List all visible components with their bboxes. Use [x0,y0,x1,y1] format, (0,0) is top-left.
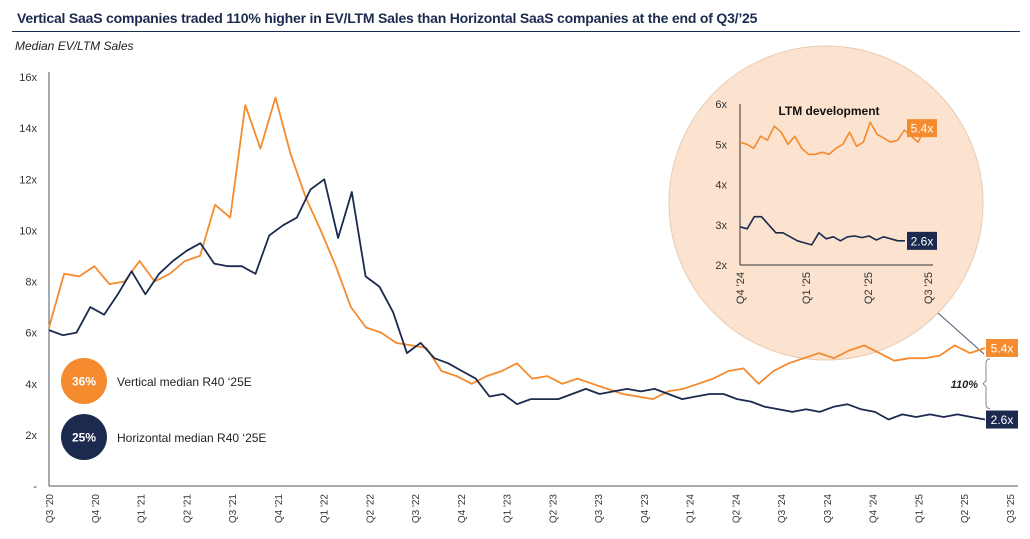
inset-y-tick-label: 5x [715,139,727,151]
x-tick-label: Q3 '22 [411,494,422,524]
y-tick-label: 6x [25,328,37,340]
legend-badge-value: 36% [72,375,96,389]
end-label-vertical: 5.4x [991,341,1014,355]
legend-badge-vertical [61,358,107,404]
y-tick-label: - [33,481,37,493]
y-tick-label: 14x [19,123,37,135]
x-tick-label: Q2 '24 [731,494,742,524]
inset-end-label-vertical-box [907,119,937,138]
chart-subtitle: Median EV/LTM Sales [15,39,134,53]
y-tick-label: 2x [25,430,37,442]
legend-badge-horizontal [61,414,107,460]
end-label-vertical-box [986,338,1018,357]
page-title: Vertical SaaS companies traded 110% high… [17,10,758,26]
x-tick-label: Q3 '21 [228,494,239,524]
inset-series-line-vertical [739,121,926,156]
x-tick-label: Q4 '21 [274,494,285,524]
y-tick-label: 16x [19,72,37,84]
inset-y-tick-label: 3x [715,220,727,232]
legend-label: Horizontal median R40 ‘25E [117,431,266,445]
x-tick-label: Q4 '20 [91,494,102,524]
y-tick-label: 8x [25,277,37,289]
inset-end-label-vertical: 5.4x [911,122,934,136]
inset-magnifier [668,45,984,361]
inset-title: LTM development [778,104,879,118]
inset-y-tick-label: 2x [715,260,727,272]
end-label-horizontal-box [986,410,1018,429]
gap-bracket [982,358,991,410]
x-tick-label: Q2 '25 [960,494,971,524]
end-label-horizontal: 2.6x [991,413,1014,427]
y-tick-label: 4x [25,379,37,391]
inset-y-tick-label: 4x [715,180,727,192]
x-tick-label: Q3 '23 [594,494,605,524]
title-divider [12,31,1020,32]
inset-x-tick-label: Q1 '25 [801,272,813,304]
x-tick-label: Q3 '24 [823,494,834,524]
inset-end-label-horizontal-box [907,231,937,250]
x-tick-label: Q4 '22 [457,494,468,524]
series-line-vertical [48,96,986,401]
inset-connector-line [937,312,985,355]
gap-label: 110% [951,379,979,391]
inset-x-tick-label: Q3 '25 [923,272,935,304]
inset-x-tick-label: Q4 '24 [735,272,747,304]
inset-end-label-horizontal: 2.6x [911,234,934,248]
legend-badge-value: 25% [72,431,96,445]
y-tick-label: 12x [19,174,37,186]
x-tick-label: Q2 '23 [548,494,559,524]
inset-series-line-horizontal [739,215,905,246]
y-tick-label: 10x [19,225,37,237]
x-tick-label: Q1 '22 [320,494,331,524]
x-tick-label: Q4 '23 [640,494,651,524]
x-tick-label: Q3 '20 [45,494,56,524]
series-line-horizontal [48,178,986,421]
inset-x-tick-label: Q2 '25 [863,272,875,304]
x-tick-label: Q2 '22 [365,494,376,524]
x-tick-label: Q3 '24 [777,494,788,524]
x-tick-label: Q1 '23 [503,494,514,524]
x-tick-label: Q1 '24 [686,494,697,524]
x-tick-label: Q3 '25 [1006,494,1017,524]
legend-label: Vertical median R40 ‘25E [117,375,252,389]
x-tick-label: Q1 '21 [137,494,148,524]
x-tick-label: Q1 '25 [914,494,925,524]
x-tick-label: Q2 '21 [182,494,193,524]
x-tick-label: Q4 '24 [869,494,880,524]
inset-y-tick-label: 6x [715,99,727,111]
